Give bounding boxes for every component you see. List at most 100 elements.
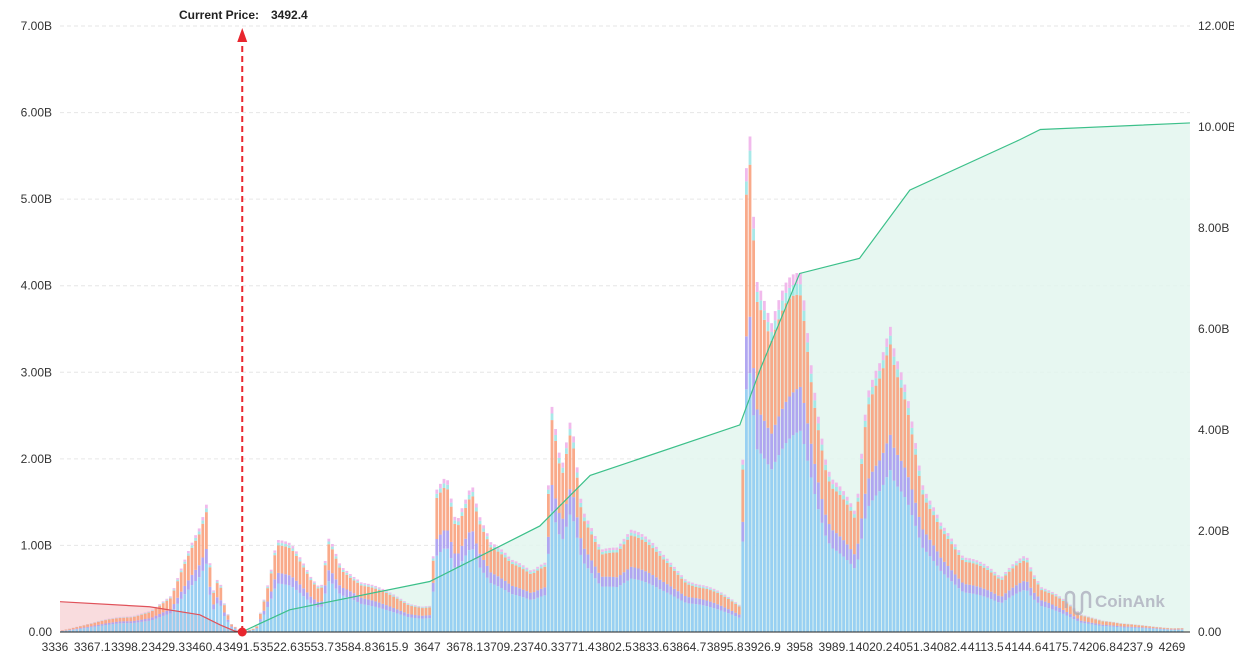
liquidation-bar-segment xyxy=(154,618,158,632)
liquidation-bar-segment xyxy=(129,617,133,622)
liquidation-bar-segment xyxy=(705,586,709,588)
liquidation-bar-segment xyxy=(745,168,748,182)
liquidation-bar-segment xyxy=(806,460,809,632)
liquidation-bar-segment xyxy=(1105,626,1108,632)
liquidation-bar-segment xyxy=(1011,564,1015,567)
liquidation-bar-segment xyxy=(226,615,230,620)
liquidation-bar-segment xyxy=(514,561,518,564)
x-tick-label: 3522.6 xyxy=(260,640,297,654)
liquidation-bar-segment xyxy=(309,596,313,603)
liquidation-bar-segment xyxy=(525,569,529,572)
liquidation-bar-segment xyxy=(179,598,183,632)
liquidation-bar-segment xyxy=(939,570,943,632)
liquidation-bar-segment xyxy=(97,624,100,627)
liquidation-bar-segment xyxy=(295,551,298,554)
liquidation-bar-segment xyxy=(662,559,665,582)
liquidation-bar-segment xyxy=(773,311,777,321)
liquidation-bar-segment xyxy=(550,413,554,421)
liquidation-bar-segment xyxy=(93,625,97,627)
liquidation-bar-segment xyxy=(111,622,115,625)
liquidation-bar-segment xyxy=(943,534,946,562)
liquidation-bar-segment xyxy=(115,618,118,622)
liquidation-bar-segment xyxy=(935,521,939,552)
liquidation-bar-segment xyxy=(885,346,889,356)
liquidation-bar-segment xyxy=(323,565,327,586)
liquidation-bar-segment xyxy=(338,563,341,566)
liquidation-bar-segment xyxy=(687,583,691,585)
liquidation-bar-segment xyxy=(939,525,943,530)
liquidation-bar-segment xyxy=(525,598,529,632)
liquidation-bar-segment xyxy=(550,511,554,632)
liquidation-bar-segment xyxy=(1130,626,1133,628)
liquidation-bar-segment xyxy=(226,621,230,632)
liquidation-bar-segment xyxy=(136,615,140,621)
liquidation-bar-segment xyxy=(403,601,406,603)
liquidation-bar-segment xyxy=(939,522,943,526)
liquidation-bar-segment xyxy=(392,595,395,597)
liquidation-bar-segment xyxy=(953,584,957,632)
liquidation-bar-segment xyxy=(449,506,453,542)
liquidation-bar-segment xyxy=(935,514,939,519)
liquidation-bar-segment xyxy=(799,386,802,431)
liquidation-bar-segment xyxy=(1069,614,1072,618)
liquidation-bar-segment xyxy=(784,303,788,402)
liquidation-bar-segment xyxy=(968,584,971,594)
liquidation-bar-segment xyxy=(878,370,881,379)
liquidation-bar-segment xyxy=(658,555,662,580)
liquidation-bar-segment xyxy=(338,585,341,594)
liquidation-bar-segment xyxy=(356,579,359,582)
liquidation-bar-segment xyxy=(1169,628,1173,630)
liquidation-bar-segment xyxy=(691,603,694,632)
liquidation-bar-segment xyxy=(165,614,169,632)
liquidation-bar-segment xyxy=(507,560,511,584)
liquidation-bar-segment xyxy=(1047,592,1051,603)
liquidation-bar-segment xyxy=(377,587,381,589)
liquidation-bar-segment xyxy=(1058,607,1061,613)
liquidation-bar-segment xyxy=(737,606,741,615)
liquidation-bar-segment xyxy=(1004,573,1007,576)
liquidation-bar-segment xyxy=(1029,595,1033,632)
liquidation-bar-segment xyxy=(482,572,485,632)
liquidation-bar-segment xyxy=(532,571,536,573)
liquidation-bar-segment xyxy=(795,432,799,632)
liquidation-bar-segment xyxy=(431,582,435,592)
liquidation-bar-segment xyxy=(1162,629,1166,632)
liquidation-bar-segment xyxy=(478,520,482,525)
liquidation-bar-segment xyxy=(259,621,262,632)
liquidation-bar-segment xyxy=(730,601,734,611)
liquidation-bar-segment xyxy=(939,529,943,558)
liquidation-bar-segment xyxy=(464,555,467,632)
liquidation-bar-segment xyxy=(183,594,187,632)
liquidation-bar-segment xyxy=(169,596,172,598)
liquidation-bar-segment xyxy=(403,601,406,602)
liquidation-bar-segment xyxy=(622,544,626,573)
liquidation-bar-segment xyxy=(1054,596,1058,607)
liquidation-bar-segment xyxy=(820,444,824,451)
liquidation-bar-segment xyxy=(403,612,406,616)
arrow-up-icon xyxy=(237,28,248,42)
liquidation-bar-segment xyxy=(917,465,921,471)
liquidation-bar-segment xyxy=(921,547,925,632)
liquidation-bar-segment xyxy=(140,614,143,615)
liquidation-bar-segment xyxy=(381,608,385,632)
liquidation-bar-segment xyxy=(165,599,169,601)
liquidation-bar-segment xyxy=(604,586,608,632)
liquidation-bar-segment xyxy=(305,570,309,572)
liquidation-bar-segment xyxy=(1004,593,1007,601)
liquidation-bar-segment xyxy=(475,503,478,508)
liquidation-bar-segment xyxy=(745,194,748,337)
liquidation-bar-segment xyxy=(1033,577,1036,579)
cumulative-long-area xyxy=(241,122,1190,633)
liquidation-bar-segment xyxy=(557,457,561,464)
liquidation-bar-segment xyxy=(475,507,478,512)
liquidation-bar-segment xyxy=(827,524,831,544)
liquidation-bar-segment xyxy=(568,489,572,515)
liquidation-bar-segment xyxy=(644,582,647,632)
liquidation-bar-segment xyxy=(478,517,482,521)
liquidation-bar-segment xyxy=(208,563,212,566)
liquidation-bar-segment xyxy=(435,539,439,556)
liquidation-bar-segment xyxy=(626,539,629,570)
liquidation-bar-segment xyxy=(363,604,367,632)
liquidation-bar-segment xyxy=(853,554,856,569)
liquidation-bar-segment xyxy=(287,542,291,546)
